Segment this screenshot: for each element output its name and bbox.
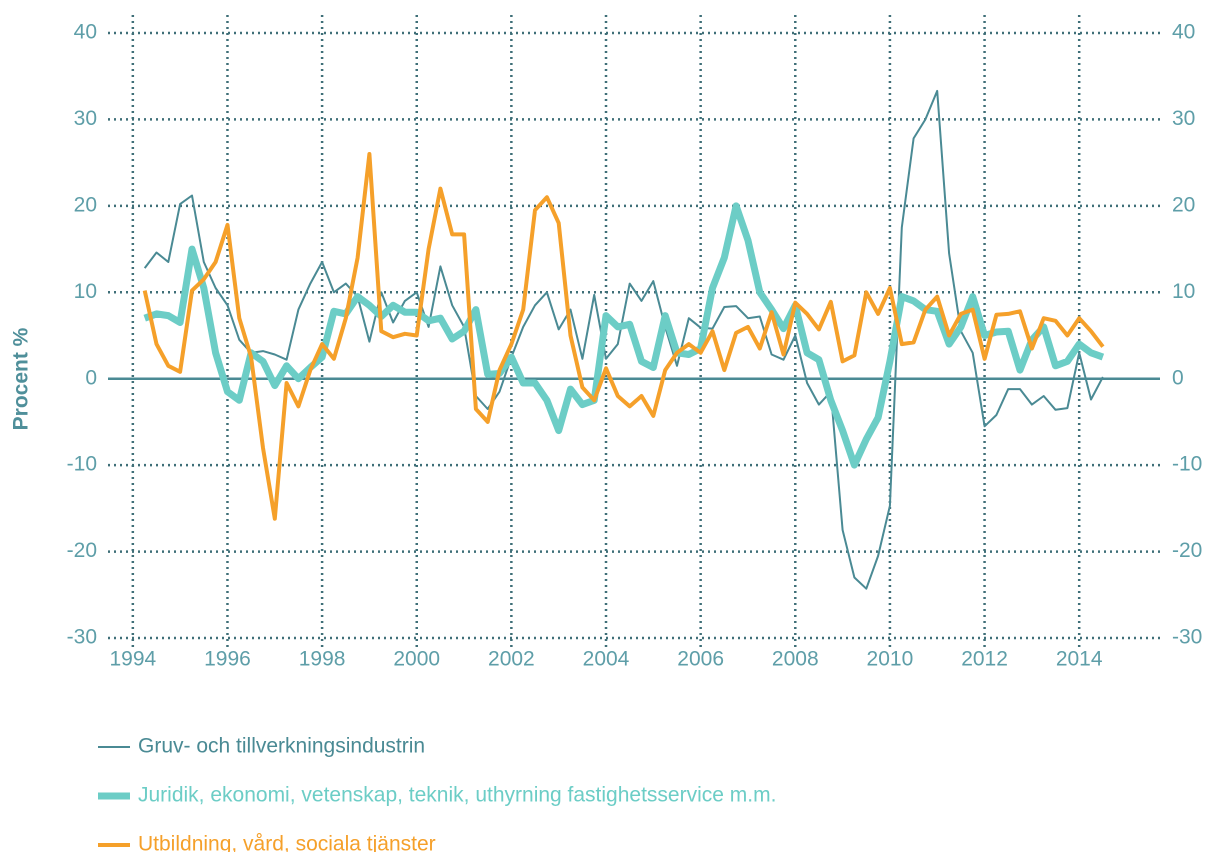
y-axis-label: Procent % [10, 327, 33, 430]
x-tick-label: 1998 [299, 648, 346, 671]
y-tick-label: 0 [85, 366, 97, 389]
y-tick-label: 20 [74, 193, 97, 216]
x-tick-label: 1994 [109, 648, 156, 671]
y2-tick-label: -20 [1172, 539, 1202, 562]
series-line [143, 202, 1105, 469]
y2-tick-label: 20 [1172, 193, 1195, 216]
y-tick-label: -10 [67, 453, 97, 476]
y2-tick-label: -10 [1172, 453, 1202, 476]
legend-label: Gruv- och tillverkningsindustrin [138, 735, 425, 758]
y2-tick-label: -30 [1172, 626, 1202, 649]
x-tick-label: 2010 [867, 648, 914, 671]
y2-tick-label: 0 [1172, 366, 1184, 389]
x-tick-label: 2004 [583, 648, 630, 671]
y2-tick-label: 10 [1172, 280, 1195, 303]
x-tick-label: 1996 [204, 648, 251, 671]
x-tick-label: 2000 [393, 648, 440, 671]
y-tick-label: 30 [74, 107, 97, 130]
series-line [142, 152, 1105, 521]
y2-tick-label: 40 [1172, 21, 1195, 44]
series-line [143, 89, 1104, 590]
legend-label: Juridik, ekonomi, vetenskap, teknik, uth… [138, 784, 776, 807]
x-tick-label: 2008 [772, 648, 819, 671]
legend-label: Utbildning, vård, sociala tjänster [138, 833, 436, 852]
y-tick-label: 10 [74, 280, 97, 303]
y-tick-label: -30 [67, 626, 97, 649]
x-tick-label: 2014 [1056, 648, 1103, 671]
x-tick-label: 2006 [677, 648, 724, 671]
y-tick-label: 40 [74, 21, 97, 44]
y2-tick-label: 30 [1172, 107, 1195, 130]
y-tick-label: -20 [67, 539, 97, 562]
x-tick-label: 2002 [488, 648, 535, 671]
x-tick-label: 2012 [961, 648, 1008, 671]
